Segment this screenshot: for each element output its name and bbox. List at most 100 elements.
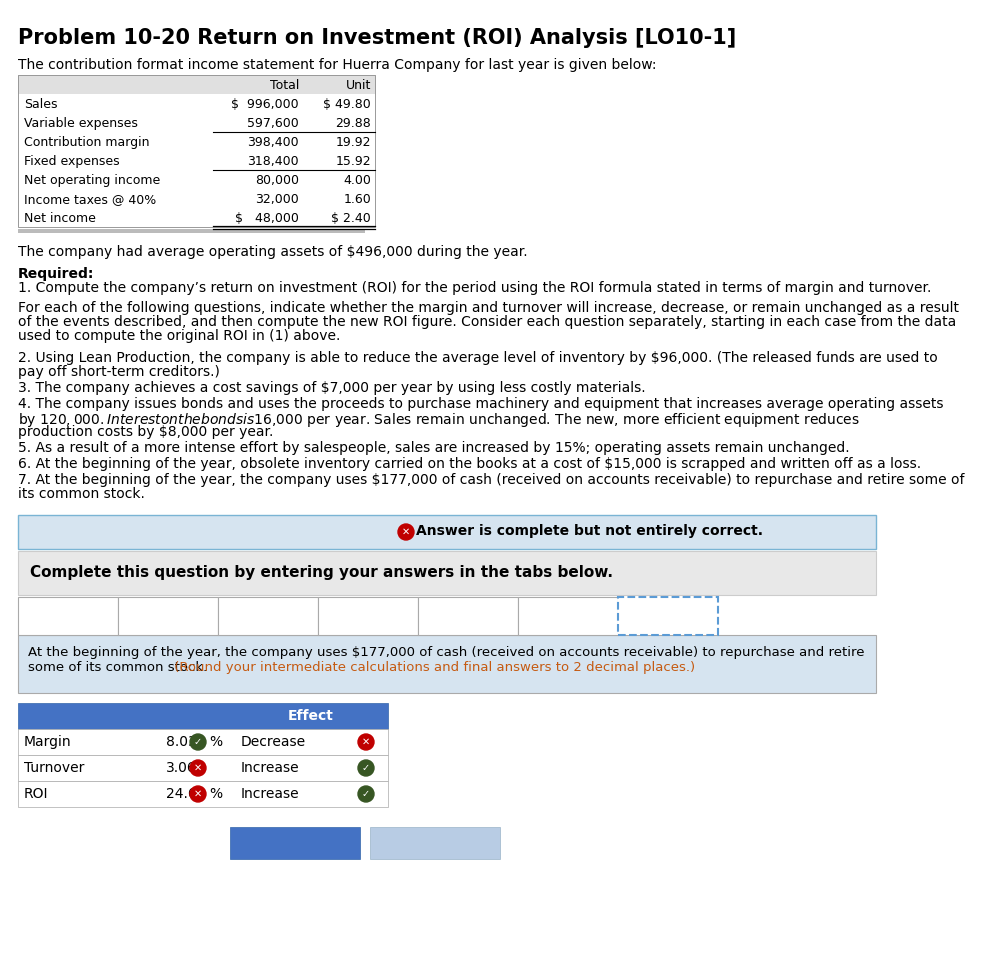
Text: production costs by $8,000 per year.: production costs by $8,000 per year. xyxy=(18,425,273,439)
Bar xyxy=(18,189,375,208)
Text: 318,400: 318,400 xyxy=(247,155,299,168)
Text: $ 2.40: $ 2.40 xyxy=(331,212,371,225)
Text: Required 4: Required 4 xyxy=(334,609,402,622)
Text: Fixed expenses: Fixed expenses xyxy=(24,155,120,168)
Text: (Round your intermediate calculations and final answers to 2 decimal places.): (Round your intermediate calculations an… xyxy=(170,661,695,674)
Text: Total: Total xyxy=(270,79,299,92)
Text: ✕: ✕ xyxy=(193,789,202,799)
Bar xyxy=(230,827,360,859)
Bar xyxy=(18,229,365,233)
Bar xyxy=(18,113,375,132)
Text: The contribution format income statement for Huerra Company for last year is giv: The contribution format income statement… xyxy=(18,58,657,72)
Bar xyxy=(18,781,388,807)
Text: Decrease: Decrease xyxy=(241,735,306,749)
Text: ✓: ✓ xyxy=(193,737,202,747)
Text: 8.03: 8.03 xyxy=(166,735,196,749)
Text: pay off short-term creditors.): pay off short-term creditors.) xyxy=(18,365,220,379)
Text: 597,600: 597,600 xyxy=(247,117,299,130)
Text: $  996,000: $ 996,000 xyxy=(232,98,299,111)
Bar xyxy=(18,75,375,94)
Text: Unit: Unit xyxy=(346,79,371,92)
Bar xyxy=(118,597,218,635)
Bar xyxy=(618,597,718,635)
Text: $   48,000: $ 48,000 xyxy=(235,212,299,225)
Text: Required 3: Required 3 xyxy=(234,609,301,622)
Text: 1. Compute the company’s return on investment (ROI) for the period using the ROI: 1. Compute the company’s return on inves… xyxy=(18,281,931,295)
Text: Effect: Effect xyxy=(288,709,334,723)
Text: ✕: ✕ xyxy=(402,527,410,537)
Text: Required 7: Required 7 xyxy=(634,609,702,622)
Text: Contribution margin: Contribution margin xyxy=(24,136,149,149)
Bar xyxy=(18,703,388,729)
Text: Required 6: Required 6 xyxy=(534,609,602,622)
Text: Turnover: Turnover xyxy=(24,761,84,775)
Text: ✕: ✕ xyxy=(362,737,370,747)
Text: %: % xyxy=(209,787,222,801)
Text: 3. The company achieves a cost savings of $7,000 per year by using less costly m: 3. The company achieves a cost savings o… xyxy=(18,381,645,395)
Bar xyxy=(18,729,388,755)
Bar xyxy=(18,151,375,170)
Bar xyxy=(318,597,418,635)
Bar xyxy=(18,208,375,227)
Text: 80,000: 80,000 xyxy=(255,174,299,187)
Bar xyxy=(418,597,518,635)
Circle shape xyxy=(190,734,206,750)
Bar xyxy=(518,597,618,635)
Circle shape xyxy=(398,524,414,540)
Bar xyxy=(18,635,876,693)
Text: 3.06: 3.06 xyxy=(166,761,196,775)
Text: 4. The company issues bonds and uses the proceeds to purchase machinery and equi: 4. The company issues bonds and uses the… xyxy=(18,397,944,411)
Text: of the events described, and then compute the new ROI figure. Consider each ques: of the events described, and then comput… xyxy=(18,315,956,329)
Text: ROI: ROI xyxy=(24,787,48,801)
Text: Increase: Increase xyxy=(241,761,300,775)
Bar xyxy=(18,597,118,635)
Text: Margin: Margin xyxy=(24,735,72,749)
Text: Required:: Required: xyxy=(18,267,94,281)
Text: For each of the following questions, indicate whether the margin and turnover wi: For each of the following questions, ind… xyxy=(18,301,959,315)
Circle shape xyxy=(358,734,374,750)
Text: 32,000: 32,000 xyxy=(255,193,299,206)
Text: 5. As a result of a more intense effort by salespeople, sales are increased by 1: 5. As a result of a more intense effort … xyxy=(18,441,849,455)
Bar xyxy=(18,515,876,549)
Bar xyxy=(370,827,500,859)
Text: 19.92: 19.92 xyxy=(336,136,371,149)
Bar xyxy=(218,597,318,635)
Text: ✕: ✕ xyxy=(193,763,202,773)
Text: Required 7 >: Required 7 > xyxy=(390,836,480,850)
Bar xyxy=(18,132,375,151)
Text: Problem 10-20 Return on Investment (ROI) Analysis [LO10-1]: Problem 10-20 Return on Investment (ROI)… xyxy=(18,28,736,48)
Text: ✓: ✓ xyxy=(362,763,370,773)
Text: ✓: ✓ xyxy=(362,789,370,799)
Text: its common stock.: its common stock. xyxy=(18,487,145,501)
Circle shape xyxy=(190,760,206,776)
Text: Variable expenses: Variable expenses xyxy=(24,117,137,130)
Text: %: % xyxy=(209,735,222,749)
Circle shape xyxy=(358,786,374,802)
Text: 2. Using Lean Production, the company is able to reduce the average level of inv: 2. Using Lean Production, the company is… xyxy=(18,351,938,365)
Text: 1.60: 1.60 xyxy=(344,193,371,206)
Text: $ 49.80: $ 49.80 xyxy=(323,98,371,111)
Text: 24.62: 24.62 xyxy=(166,787,205,801)
Text: Net operating income: Net operating income xyxy=(24,174,160,187)
Bar xyxy=(18,170,375,189)
Text: Income taxes @ 40%: Income taxes @ 40% xyxy=(24,193,156,206)
Text: Net income: Net income xyxy=(24,212,96,225)
Text: Required 1: Required 1 xyxy=(34,609,102,622)
Circle shape xyxy=(358,760,374,776)
Text: some of its common stock.: some of its common stock. xyxy=(28,661,207,674)
Text: 29.88: 29.88 xyxy=(335,117,371,130)
Text: Required 2: Required 2 xyxy=(135,609,202,622)
Text: Increase: Increase xyxy=(241,787,300,801)
Text: Required 5: Required 5 xyxy=(434,609,502,622)
Text: < Required 6: < Required 6 xyxy=(245,836,346,850)
Text: 398,400: 398,400 xyxy=(247,136,299,149)
Text: At the beginning of the year, the company uses $177,000 of cash (received on acc: At the beginning of the year, the compan… xyxy=(28,646,864,659)
Text: used to compute the original ROI in (1) above.: used to compute the original ROI in (1) … xyxy=(18,329,341,343)
Circle shape xyxy=(190,786,206,802)
Text: 7. At the beginning of the year, the company uses $177,000 of cash (received on : 7. At the beginning of the year, the com… xyxy=(18,473,964,487)
Text: 6. At the beginning of the year, obsolete inventory carried on the books at a co: 6. At the beginning of the year, obsolet… xyxy=(18,457,921,471)
Bar xyxy=(18,75,375,227)
Bar xyxy=(18,755,388,781)
Text: Sales: Sales xyxy=(24,98,58,111)
Text: 15.92: 15.92 xyxy=(336,155,371,168)
